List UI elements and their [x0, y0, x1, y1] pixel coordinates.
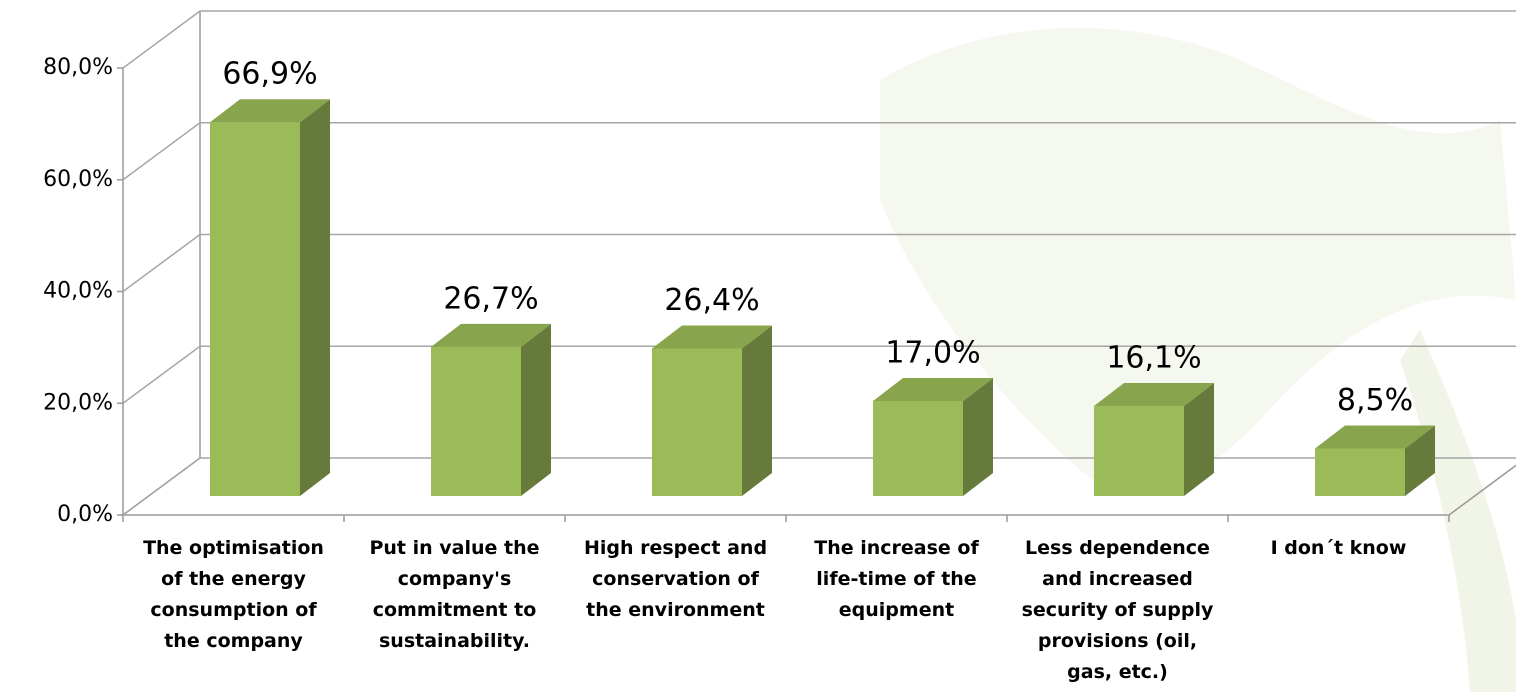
bar-top: [652, 325, 772, 349]
bar: [1315, 425, 1435, 496]
grid-line: [122, 233, 1516, 293]
bar-top: [1094, 383, 1214, 407]
value-label: 26,7%: [443, 281, 538, 316]
bar-top: [873, 378, 993, 402]
bar: [652, 325, 772, 496]
value-label: 66,9%: [222, 57, 317, 92]
y-tick-label: 0,0%: [57, 502, 113, 527]
bar-front: [652, 348, 742, 496]
bar-top: [431, 323, 551, 347]
bar: [1094, 383, 1214, 496]
value-label: 8,5%: [1337, 383, 1413, 418]
x-tick-label: I don´t know: [1270, 537, 1407, 559]
bar: [210, 99, 330, 496]
value-label: 17,0%: [885, 336, 980, 371]
value-label: 16,1%: [1106, 341, 1201, 376]
bar-side: [521, 323, 551, 496]
y-tick-label: 40,0%: [43, 279, 113, 304]
background-tree: [880, 27, 1516, 692]
bar-front: [1315, 448, 1405, 496]
floor-edge: [120, 457, 1516, 516]
bar-side: [300, 99, 330, 496]
y-tick-label: 80,0%: [43, 55, 113, 80]
bar-side: [1405, 425, 1435, 496]
y-tick-label: 20,0%: [43, 390, 113, 415]
x-tick-label: Put in value the company's commitment to…: [369, 537, 540, 652]
grid-line: [122, 10, 1516, 69]
bar-top: [1315, 425, 1435, 449]
x-tick-label: Less dependence and increased security o…: [1021, 537, 1214, 683]
y-tick-label: 60,0%: [43, 167, 113, 192]
x-tick-label: The increase of life-time of the equipme…: [814, 537, 979, 621]
x-tick-label: The optimisation of the energy consumpti…: [143, 537, 324, 652]
bar-front: [873, 401, 963, 496]
x-tick-label: High respect and conservation of the env…: [583, 537, 768, 621]
bar: [431, 323, 551, 496]
grid-line: [122, 457, 1516, 516]
bar-side: [1184, 383, 1214, 496]
grid-line: [122, 345, 1516, 404]
bar-front: [431, 346, 521, 496]
bar-side: [963, 378, 993, 496]
grid-line: [122, 122, 1516, 181]
bar-front: [210, 122, 300, 496]
value-label: 26,4%: [664, 283, 759, 318]
bar: [873, 378, 993, 496]
bar-side: [742, 325, 772, 496]
bar-top: [210, 99, 330, 123]
bar-front: [1094, 406, 1184, 496]
